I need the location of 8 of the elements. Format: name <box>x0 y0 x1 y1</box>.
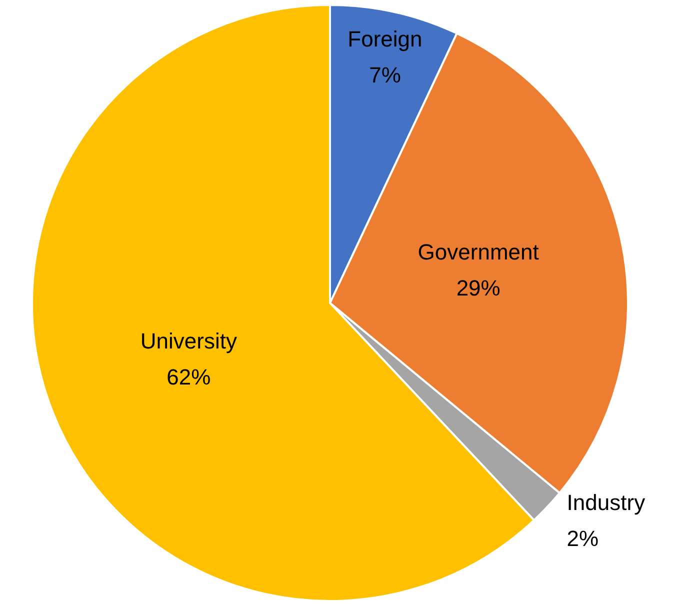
slice-label: Government <box>418 239 539 264</box>
data-label: 62% <box>166 364 211 390</box>
data-label: 2% <box>566 526 599 552</box>
slice-label: Foreign <box>348 26 422 52</box>
slice-label: Industry <box>566 490 646 516</box>
slice-label: University <box>140 328 237 354</box>
data-label: 29% <box>456 275 500 300</box>
data-label: 7% <box>369 62 401 88</box>
